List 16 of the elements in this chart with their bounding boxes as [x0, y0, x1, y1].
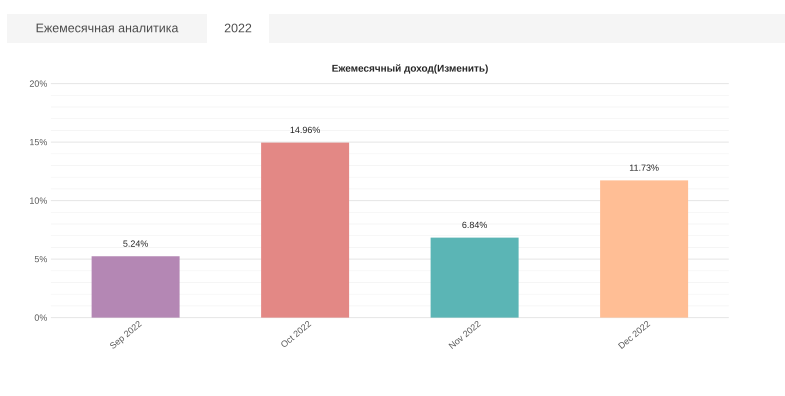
data-label: 6.84% [462, 222, 488, 228]
chart-title: Ежемесячный доход(Изменить) [332, 64, 488, 74]
text: 2022 [224, 24, 252, 32]
y-tick-label: 0% [34, 314, 48, 321]
y-tick-label: 20% [30, 80, 48, 87]
data-label: 14.96% [290, 126, 320, 134]
text: Ежемесячная аналитика [36, 24, 178, 32]
bar [600, 180, 688, 318]
data-label: 5.24% [123, 240, 148, 247]
y-tick-label: 15% [30, 138, 48, 146]
y-tick-label: 10% [30, 197, 48, 204]
data-label: 11.73% [630, 164, 659, 171]
y-tick-label: 5% [34, 256, 48, 262]
bar [261, 142, 350, 318]
bar [430, 238, 519, 318]
bar [92, 256, 180, 318]
